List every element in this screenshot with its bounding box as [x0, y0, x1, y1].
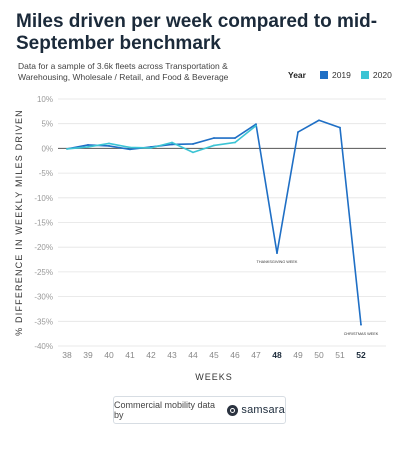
data-point-2019	[192, 143, 194, 145]
data-point-2019	[360, 323, 362, 326]
data-point-2020	[129, 146, 131, 149]
x-tick-label: 52	[356, 350, 366, 360]
data-point-2019	[234, 137, 236, 139]
legend-swatch-2019	[319, 71, 328, 79]
y-tick-label: -20%	[34, 243, 53, 252]
data-point-2019	[108, 145, 110, 147]
x-tick-label: 40	[104, 350, 114, 360]
data-point-2020	[150, 147, 152, 149]
x-tick-label: 39	[83, 350, 93, 360]
y-tick-label: 10%	[37, 95, 53, 104]
y-tick-label: -40%	[34, 342, 53, 351]
y-tick-label: 0%	[41, 144, 53, 153]
legend: Year 2019 2020	[288, 70, 400, 80]
data-point-2020	[108, 142, 110, 145]
y-tick-label: -25%	[34, 268, 53, 277]
data-point-2019	[171, 143, 173, 146]
data-point-2019	[255, 123, 257, 126]
x-tick-label: 48	[272, 350, 282, 360]
x-tick-label: 49	[293, 350, 303, 360]
x-tick-label: 43	[167, 350, 177, 360]
brand: samsara	[227, 404, 285, 416]
footer-attribution: Commercial mobility data by samsara	[113, 396, 286, 424]
x-tick-label: 47	[251, 350, 261, 360]
y-tick-label: 5%	[41, 120, 53, 129]
legend-item-2019: 2019	[319, 70, 351, 80]
data-point-2020	[234, 141, 236, 144]
legend-title: Year	[288, 70, 306, 80]
legend-label-2020: 2020	[372, 70, 392, 80]
annotation-label: CHRISTMAS WEEK	[344, 332, 379, 336]
data-point-2020	[66, 147, 68, 150]
brand-name: samsara	[241, 404, 285, 416]
x-tick-label: 50	[314, 350, 324, 360]
data-point-2020	[87, 146, 89, 148]
x-tick-label: 38	[62, 350, 72, 360]
chart-subtitle: Data for a sample of 3.6k fleets across …	[18, 61, 229, 82]
x-tick-label: 42	[146, 350, 156, 360]
x-tick-label: 44	[188, 350, 198, 360]
chart-title: Miles driven per week compared to mid-Se…	[16, 11, 378, 54]
samsara-logo-icon	[227, 404, 239, 416]
data-point-2020	[171, 141, 173, 144]
data-point-2019	[87, 144, 89, 146]
footer-text: Commercial mobility data by	[114, 400, 216, 420]
data-point-2020	[192, 151, 194, 154]
y-tick-label: -30%	[34, 293, 53, 302]
data-point-2019	[339, 126, 341, 129]
legend-item-2020: 2020	[360, 70, 392, 80]
data-point-2020	[213, 144, 215, 147]
data-point-2019	[318, 119, 320, 122]
x-tick-label: 45	[209, 350, 219, 360]
data-point-2020	[255, 124, 257, 127]
annotation-label: THANKSGIVING WEEK	[257, 260, 298, 264]
y-tick-label: -35%	[34, 317, 53, 326]
y-tick-label: -15%	[34, 219, 53, 228]
data-point-2019	[276, 252, 278, 255]
x-tick-label: 41	[125, 350, 135, 360]
legend-label-2019: 2019	[331, 70, 351, 80]
x-axis-label: WEEKS	[195, 372, 233, 382]
x-tick-label: 51	[335, 350, 345, 360]
data-point-2019	[297, 131, 299, 133]
y-tick-label: -5%	[39, 169, 53, 178]
y-axis-label: % DIFFERENCE IN WEEKLY MILES DRIVEN	[14, 109, 24, 336]
y-tick-label: -10%	[34, 194, 53, 203]
x-tick-label: 46	[230, 350, 240, 360]
data-point-2019	[213, 137, 215, 139]
legend-swatch-2020	[360, 71, 369, 79]
series-line-2020	[66, 125, 257, 154]
data-point-2019	[129, 148, 131, 151]
